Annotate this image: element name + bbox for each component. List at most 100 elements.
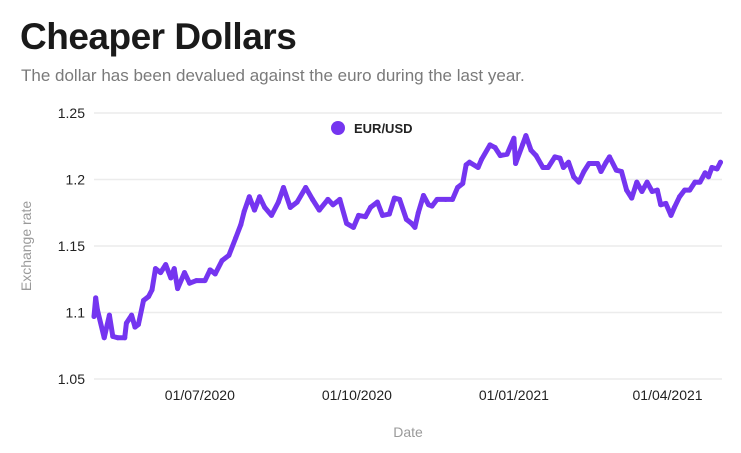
data-point xyxy=(478,157,484,163)
data-point xyxy=(658,202,664,208)
data-point xyxy=(687,187,693,193)
data-point xyxy=(560,165,566,171)
data-point xyxy=(403,216,409,222)
data-point xyxy=(303,184,309,190)
data-point xyxy=(460,180,466,186)
data-point xyxy=(158,270,164,276)
data-point xyxy=(257,194,263,200)
legend-marker xyxy=(331,121,345,135)
data-point xyxy=(603,159,609,165)
data-point xyxy=(598,169,604,175)
data-point xyxy=(449,196,455,202)
data-point xyxy=(129,312,135,318)
data-point xyxy=(187,280,193,286)
data-point xyxy=(528,147,534,153)
data-point xyxy=(316,207,322,213)
data-point xyxy=(613,167,619,173)
data-point xyxy=(702,170,708,176)
data-point xyxy=(586,161,592,167)
y-tick-label: 1.15 xyxy=(58,238,85,254)
data-point xyxy=(171,266,177,272)
x-axis-label: Date xyxy=(393,424,423,440)
data-point xyxy=(226,252,232,258)
data-point xyxy=(504,151,510,157)
data-point xyxy=(545,165,551,171)
data-point xyxy=(233,235,239,241)
chart-subtitle: The dollar has been devalued against the… xyxy=(21,66,525,85)
data-point xyxy=(644,179,650,185)
data-point xyxy=(337,196,343,202)
data-point xyxy=(294,199,300,205)
data-point xyxy=(397,196,403,202)
data-point xyxy=(344,220,350,226)
data-point xyxy=(487,142,493,148)
data-point xyxy=(193,278,199,284)
data-point xyxy=(106,312,112,318)
data-point xyxy=(634,179,640,185)
data-point xyxy=(412,224,418,230)
data-point xyxy=(238,222,244,228)
data-point xyxy=(212,271,218,277)
data-point xyxy=(175,286,181,292)
data-point xyxy=(697,179,703,185)
data-point xyxy=(280,184,286,190)
data-point xyxy=(368,204,374,210)
x-tick-label: 01/01/2021 xyxy=(479,387,549,403)
y-tick-label: 1.25 xyxy=(58,105,85,121)
data-point xyxy=(246,194,252,200)
y-tick-label: 1.05 xyxy=(58,371,85,387)
data-point xyxy=(566,159,572,165)
data-point xyxy=(374,199,380,205)
data-point xyxy=(552,154,558,160)
data-point xyxy=(581,169,587,175)
legend: EUR/USD xyxy=(331,121,413,136)
data-point xyxy=(649,188,655,194)
data-point xyxy=(663,200,669,206)
data-point xyxy=(420,192,426,198)
data-point xyxy=(309,196,315,202)
data-point xyxy=(639,188,645,194)
data-point xyxy=(557,155,563,161)
data-point xyxy=(434,196,440,202)
data-point xyxy=(219,258,225,264)
data-point xyxy=(668,212,674,218)
data-point xyxy=(618,169,624,175)
data-point xyxy=(152,266,158,272)
y-tick-label: 1.2 xyxy=(66,172,86,188)
data-point xyxy=(91,313,97,319)
data-point xyxy=(141,298,147,304)
data-point xyxy=(714,166,720,172)
data-point xyxy=(415,210,421,216)
data-point xyxy=(571,174,577,180)
data-point xyxy=(241,208,247,214)
data-point xyxy=(717,159,723,165)
data-point xyxy=(463,162,469,168)
data-point xyxy=(523,133,529,139)
data-point xyxy=(443,196,449,202)
data-point xyxy=(386,211,392,217)
data-point xyxy=(607,154,613,160)
data-point xyxy=(330,202,336,208)
y-axis-label: Exchange rate xyxy=(18,201,34,291)
data-point xyxy=(409,220,415,226)
data-point xyxy=(455,184,461,190)
data-point xyxy=(251,207,257,213)
data-point xyxy=(576,179,582,185)
data-point xyxy=(475,165,481,171)
data-point xyxy=(379,212,385,218)
data-point xyxy=(356,212,362,218)
data-point xyxy=(362,214,368,220)
x-tick-label: 01/07/2020 xyxy=(165,387,235,403)
data-point xyxy=(671,204,677,210)
data-point xyxy=(262,204,268,210)
data-point xyxy=(706,174,712,180)
chart-title: Cheaper Dollars xyxy=(20,16,297,57)
data-point xyxy=(350,224,356,230)
data-point xyxy=(629,195,635,201)
data-point xyxy=(163,262,169,268)
data-point xyxy=(287,204,293,210)
data-point xyxy=(181,270,187,276)
y-tick-label: 1.1 xyxy=(66,305,86,321)
data-point xyxy=(122,335,128,341)
data-point xyxy=(202,278,208,284)
